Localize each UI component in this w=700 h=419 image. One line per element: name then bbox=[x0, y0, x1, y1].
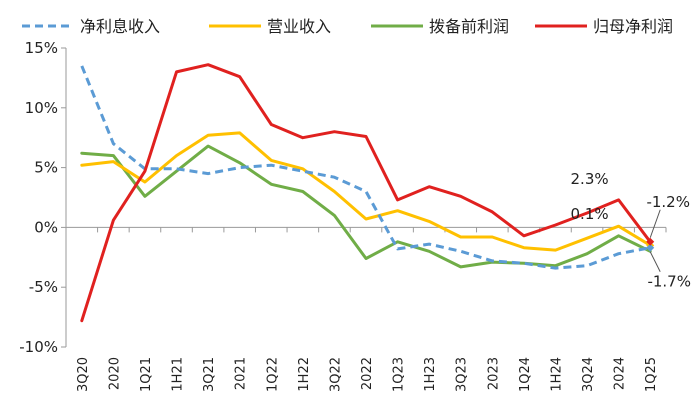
data-label: 0.1% bbox=[571, 205, 609, 223]
y-tick-label: 15% bbox=[25, 39, 58, 57]
x-tick-label: 3Q22 bbox=[328, 357, 343, 392]
x-tick-label: 1Q23 bbox=[392, 357, 407, 392]
x-tick-label: 1Q24 bbox=[518, 357, 533, 392]
x-tick-label: 1H24 bbox=[549, 357, 564, 392]
leader-line bbox=[649, 251, 661, 272]
legend-label: 拨备前利润 bbox=[429, 17, 509, 36]
axes: -10% -5% 0% 5% 10% 15% 3Q20 2020 1Q21 1H21 3Q21 202… bbox=[19, 39, 667, 392]
series-lines bbox=[80, 63, 655, 323]
x-tick-label: 3Q23 bbox=[455, 357, 470, 392]
series-line-3 bbox=[80, 63, 652, 323]
y-tick-label: -5% bbox=[29, 278, 58, 296]
series-line-0 bbox=[80, 65, 651, 270]
marker-guimu-last bbox=[646, 237, 655, 246]
annotations: 2.3% 0.1% -1.2% -1.7% bbox=[571, 170, 691, 291]
x-tick-label: 3Q21 bbox=[202, 357, 217, 392]
legend: 净利息收入 营业收入 拨备前利润 归母净利润 bbox=[22, 17, 673, 36]
data-label: -1.7% bbox=[647, 273, 691, 291]
x-tick-label: 3Q20 bbox=[76, 357, 91, 392]
x-tick-label: 2022 bbox=[360, 357, 375, 390]
legend-label: 归母净利润 bbox=[593, 17, 673, 36]
x-tick-label: 1Q22 bbox=[265, 357, 280, 392]
data-label: 2.3% bbox=[571, 170, 609, 188]
x-tick-label: 2020 bbox=[107, 357, 122, 390]
x-tick-label: 2024 bbox=[613, 357, 628, 390]
legend-label: 营业收入 bbox=[267, 17, 331, 36]
x-tick-label: 2023 bbox=[486, 357, 501, 390]
x-tick-label: 3Q24 bbox=[581, 357, 596, 392]
series-line-1 bbox=[80, 131, 652, 252]
y-tick-label: 0% bbox=[34, 218, 58, 236]
x-tick-label: 2021 bbox=[234, 357, 249, 390]
x-tick-label: 1H22 bbox=[297, 357, 312, 392]
y-tick-label: 10% bbox=[25, 99, 58, 117]
y-tick-label: 5% bbox=[34, 159, 58, 177]
x-tick-label: 1H23 bbox=[423, 357, 438, 392]
x-tick-label: 1H21 bbox=[171, 357, 186, 392]
y-tick-label: -10% bbox=[19, 338, 58, 356]
data-label: -1.2% bbox=[646, 193, 690, 211]
x-tick-label: 1Q21 bbox=[139, 357, 154, 392]
marker-jinglixi-last bbox=[646, 243, 655, 252]
legend-label: 净利息收入 bbox=[80, 17, 160, 36]
series-line-2 bbox=[80, 144, 652, 269]
x-tick-label: 1Q25 bbox=[644, 357, 659, 392]
leader-line bbox=[649, 209, 661, 238]
